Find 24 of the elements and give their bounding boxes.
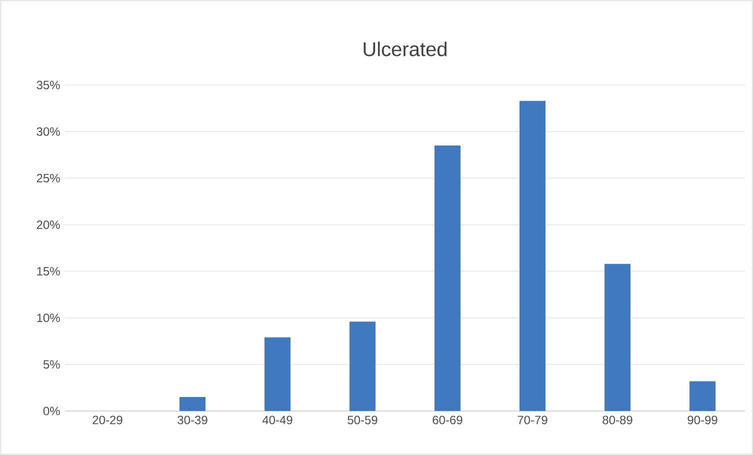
bar <box>264 337 291 412</box>
bar <box>690 381 716 412</box>
y-tick-label: 10% <box>37 314 60 322</box>
y-tick-label: 35% <box>36 80 60 90</box>
y-tick-label: 5% <box>43 360 60 369</box>
y-tick-label: 20% <box>36 220 60 229</box>
bar <box>350 322 376 412</box>
x-tick-label: 40-49 <box>262 416 292 424</box>
x-tick-label: 90-99 <box>688 416 718 424</box>
y-tick-label: 15% <box>37 267 60 276</box>
bar <box>604 264 631 412</box>
x-tick-label: 80-89 <box>602 416 632 424</box>
y-tick-label: 0% <box>43 406 60 416</box>
bar <box>520 100 546 412</box>
x-tick-label: 30-39 <box>178 416 208 424</box>
y-tick-label: 30% <box>36 127 60 136</box>
x-tick-label: 70-79 <box>518 416 548 424</box>
x-tick-label: 20-29 <box>92 416 122 424</box>
x-tick-label: 60-69 <box>432 416 462 424</box>
y-tick-label: 25% <box>36 174 60 182</box>
bar <box>180 397 206 412</box>
x-tick-label: 50-59 <box>348 416 378 424</box>
bar <box>434 146 460 412</box>
chart-title: Ulcerated <box>364 42 446 56</box>
